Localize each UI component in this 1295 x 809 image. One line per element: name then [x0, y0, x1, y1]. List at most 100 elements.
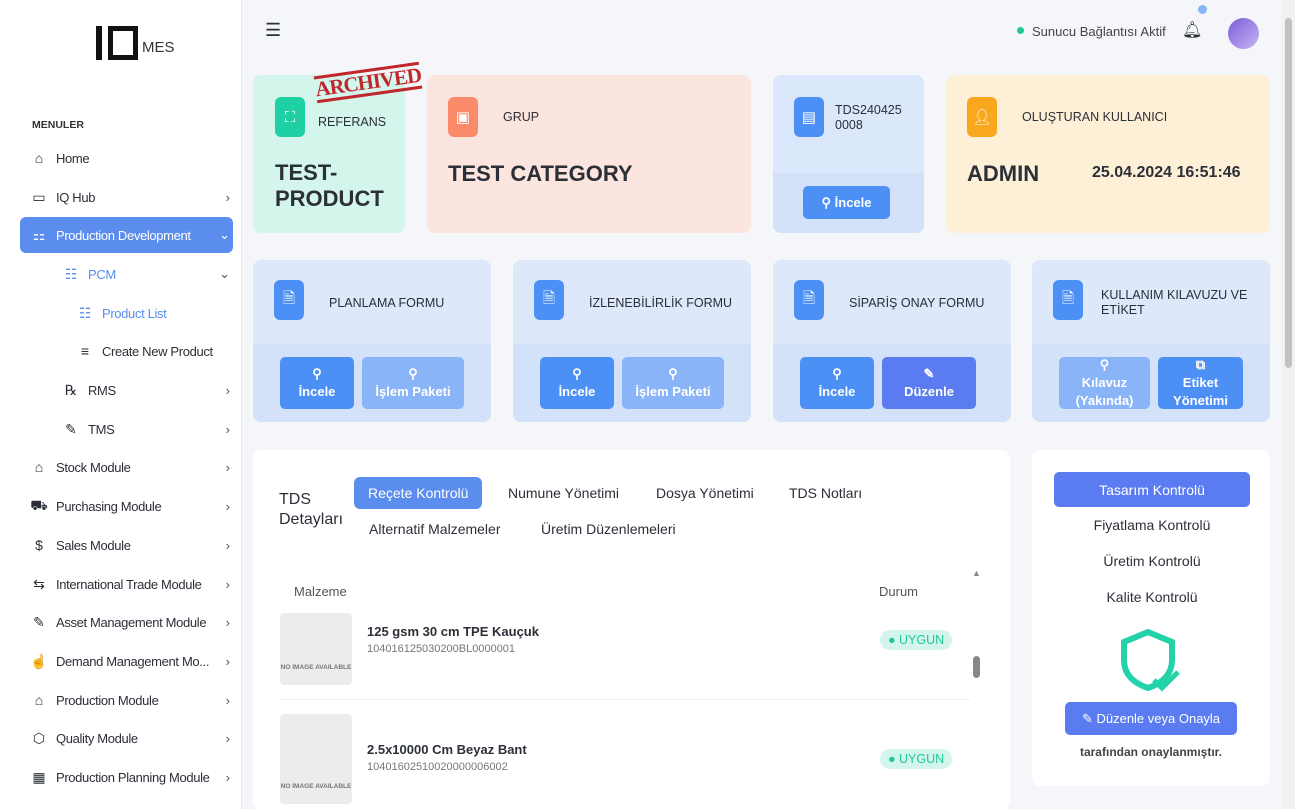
label: Stock Module: [56, 459, 131, 475]
edit-icon: ✎: [923, 366, 935, 381]
tds-details-panel: TDS Detayları Reçete Kontrolü Numune Yön…: [253, 450, 1010, 809]
pricing-control[interactable]: Fiyatlama Kontrolü: [1093, 517, 1211, 533]
table-row[interactable]: NO IMAGE AVAILABLE 2.5x10000 Cm Beyaz Ba…: [280, 714, 970, 804]
form-primary-button[interactable]: ⚲ İncele: [540, 357, 614, 409]
form-primary-button[interactable]: ⚲ Kılavuz (Yakında): [1059, 357, 1150, 409]
sidebar-item-international-trade[interactable]: ⇆ International Trade Module ›: [20, 566, 233, 602]
user-guide-label-card: 🗎︎ KULLANIM KILAVUZU VE ETİKET ⚲ Kılavuz …: [1032, 260, 1270, 422]
sidebar-item-tms[interactable]: ✎ TMS ›: [52, 411, 233, 447]
table-row[interactable]: NO IMAGE AVAILABLE 125 gsm 30 cm TPE Kau…: [280, 613, 970, 685]
reference-card: ⛶ REFERANS TEST-PRODUCT ARCHIVED: [253, 61, 423, 233]
edit-icon: ✎: [33, 613, 45, 630]
no-image-placeholder: NO IMAGE AVAILABLE: [280, 714, 352, 804]
sidebar-item-demand-management[interactable]: ☝ Demand Management Mo... ›: [20, 643, 233, 679]
planning-form-card: 🗎︎ PLANLAMA FORMU ⚲ İncele ⚲ İşlem Paketi: [253, 260, 491, 422]
scroll-up-arrow[interactable]: ▲: [972, 568, 981, 578]
sidebar-item-quality[interactable]: ⬡ Quality Module ›: [20, 720, 233, 756]
sidebar-item-create-new-product[interactable]: ≡ Create New Product: [66, 333, 233, 369]
no-image-placeholder: NO IMAGE AVAILABLE: [280, 613, 352, 685]
form-primary-button[interactable]: ⚲ İncele: [280, 357, 354, 409]
scan-icon: ⛶: [275, 97, 305, 137]
menu-heading: MENULER: [32, 119, 84, 131]
production-control[interactable]: Üretim Kontrolü: [1103, 553, 1201, 569]
chevron-right-icon: ›: [225, 653, 230, 669]
avatar[interactable]: [1228, 18, 1259, 49]
material-name: 125 gsm 30 cm TPE Kauçuk: [367, 624, 539, 639]
material-code: 10401602510020000006002: [367, 761, 508, 773]
chevron-right-icon: ›: [225, 382, 230, 398]
list-icon: ☷: [64, 265, 78, 282]
factory-icon: ⌂: [34, 692, 44, 708]
sidebar-item-asset-management[interactable]: ✎ Asset Management Module ›: [20, 604, 233, 640]
sidebar-item-pcm[interactable]: ☷ PCM ⌄: [52, 256, 233, 292]
details-title: TDS Detayları: [279, 491, 344, 528]
placeholder-text: NO IMAGE AVAILABLE: [280, 783, 352, 790]
chevron-right-icon: ›: [225, 576, 230, 592]
button-label: İşlem Paketi: [375, 384, 451, 399]
table-scrollbar[interactable]: [973, 656, 980, 678]
button-label: İncele: [558, 384, 596, 399]
transfer-icon: ⇆: [33, 575, 45, 592]
edit-or-approve-button[interactable]: ✎ Düzenle veya Onayla: [1065, 702, 1237, 735]
chevron-right-icon: ›: [225, 614, 230, 630]
search-icon: ⚲: [1099, 357, 1110, 372]
tab-tds-notes[interactable]: TDS Notları: [789, 485, 863, 501]
tab-alternative-materials[interactable]: Alternatif Malzemeler: [369, 521, 501, 537]
coins-icon: $: [35, 537, 43, 553]
form-secondary-button[interactable]: ⚲ İşlem Paketi: [362, 357, 464, 409]
chevron-down-icon: ⌄: [219, 227, 230, 242]
chevron-down-icon: ⌄: [219, 266, 230, 281]
status-text: UYGUN: [899, 633, 945, 647]
sidebar-item-rms[interactable]: ℞ RMS ›: [52, 372, 233, 408]
sidebar-item-purchasing[interactable]: ⛟ Purchasing Module ›: [20, 488, 233, 524]
bell-icon[interactable]: 🔔︎: [1182, 22, 1203, 39]
form-secondary-button[interactable]: ⧉ Etiket Yönetimi: [1158, 357, 1243, 409]
label: Production Planning Module: [56, 769, 210, 785]
button-label: İncele: [298, 384, 336, 399]
logo: MES: [96, 26, 175, 60]
form-icon: 🗎︎: [794, 280, 824, 320]
warehouse-icon: ⌂: [34, 459, 44, 475]
playlist-add-icon: ≡: [80, 343, 90, 359]
hamburger-menu-icon[interactable]: ☰: [265, 20, 282, 40]
label: Sales Module: [56, 537, 131, 553]
tab-production-arrangements[interactable]: Üretim Düzenlemeleri: [541, 521, 676, 537]
hand-icon: ☝: [30, 652, 48, 669]
quality-control[interactable]: Kalite Kontrolü: [1106, 589, 1198, 605]
tab-recipe-control[interactable]: Reçete Kontrolü: [354, 477, 483, 509]
label: Asset Management Module: [56, 614, 207, 630]
form-title: SİPARİŞ ONAY FORMU: [849, 296, 985, 310]
sidebar-item-sales[interactable]: $ Sales Module ›: [20, 527, 233, 563]
reference-label: REFERANS: [318, 115, 387, 129]
edit-icon: ✎: [1081, 710, 1097, 726]
calendar-icon: ▦: [32, 768, 46, 785]
form-title: İZLENEBİLİRLİK FORMU: [589, 296, 733, 310]
form-secondary-button[interactable]: ✎ Düzenle: [882, 357, 976, 409]
group-label: GRUP: [503, 110, 540, 124]
label: Production Module: [56, 692, 159, 708]
label: Home: [56, 150, 90, 166]
label: IQ Hub: [56, 189, 96, 205]
logo-suffix: MES: [142, 39, 175, 56]
group-card: ▣ GRUP TEST CATEGORY: [427, 75, 751, 233]
shield-check-icon: [1121, 628, 1180, 692]
sidebar-item-stock[interactable]: ⌂ Stock Module ›: [20, 449, 233, 485]
home-icon: ⌂: [34, 150, 44, 166]
sidebar-item-production-development[interactable]: ⚏ Production Development ⌄: [20, 217, 233, 253]
sidebar-item-home[interactable]: ⌂ Home: [20, 140, 233, 176]
archived-stamp: ARCHIVED: [313, 61, 423, 104]
form-secondary-button[interactable]: ⚲ İşlem Paketi: [622, 357, 724, 409]
form-primary-button[interactable]: ⚲ İncele: [800, 357, 874, 409]
row-divider: [280, 699, 970, 700]
search-icon: ⚲: [572, 366, 582, 381]
page-scrollbar[interactable]: [1282, 0, 1295, 809]
sidebar-item-production-planning[interactable]: ▦ Production Planning Module ›: [20, 759, 233, 795]
tds-inspect-button[interactable]: ⚲ İncele: [803, 186, 890, 219]
tab-sample-management[interactable]: Numune Yönetimi: [508, 485, 620, 501]
reference-value: TEST-PRODUCT: [275, 160, 384, 211]
design-control-button[interactable]: Tasarım Kontrolü: [1054, 472, 1250, 507]
sidebar-item-iq-hub[interactable]: ▭ IQ Hub ›: [20, 179, 233, 215]
tab-file-management[interactable]: Dosya Yönetimi: [656, 485, 754, 501]
sidebar-item-production[interactable]: ⌂ Production Module ›: [20, 682, 233, 718]
sidebar-item-product-list[interactable]: ☷ Product List: [66, 295, 233, 331]
